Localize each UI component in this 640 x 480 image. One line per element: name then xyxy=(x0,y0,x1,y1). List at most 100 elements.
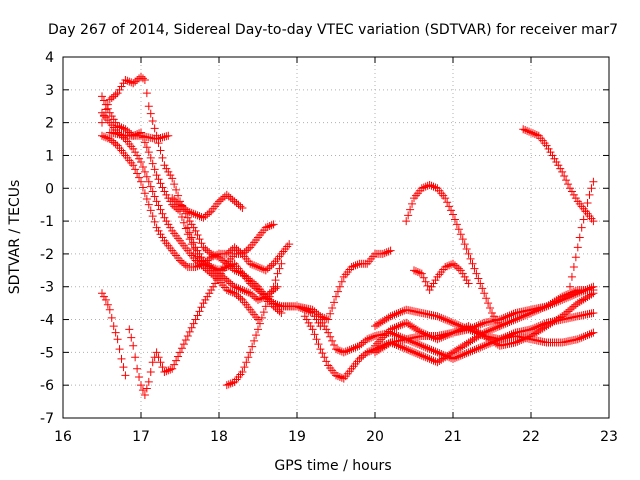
data-point-marker xyxy=(392,340,401,349)
data-point-marker xyxy=(193,211,202,220)
data-point-marker xyxy=(310,330,319,339)
data-point-marker xyxy=(189,319,198,328)
data-point-marker xyxy=(215,197,223,206)
data-point-marker xyxy=(267,221,276,230)
data-point-marker xyxy=(488,308,496,317)
data-point-marker xyxy=(341,347,350,356)
data-point-marker xyxy=(215,272,223,281)
data-point-marker xyxy=(152,223,161,232)
data-point-marker xyxy=(156,230,165,239)
data-point-marker xyxy=(466,326,475,335)
data-point-marker xyxy=(271,284,280,293)
data-point-marker xyxy=(177,258,186,267)
data-point-marker xyxy=(378,333,387,342)
data-point-marker xyxy=(160,368,169,377)
data-point-marker xyxy=(146,153,155,162)
data-point-marker xyxy=(232,199,241,208)
data-point-marker xyxy=(263,297,272,306)
data-point-marker xyxy=(450,319,459,328)
data-point-marker xyxy=(170,180,179,189)
x-tick-label: 16 xyxy=(54,429,72,445)
data-point-marker xyxy=(203,292,212,301)
data-point-marker xyxy=(191,243,200,252)
data-point-marker xyxy=(441,315,450,324)
data-point-marker xyxy=(435,313,444,322)
data-point-marker xyxy=(449,210,457,219)
data-point-marker xyxy=(183,207,192,216)
data-point-marker xyxy=(408,347,417,356)
data-point-marker xyxy=(111,90,120,99)
data-point-marker xyxy=(489,312,498,321)
data-point-marker xyxy=(252,281,261,290)
data-point-marker xyxy=(454,225,463,234)
data-point-marker xyxy=(195,307,204,316)
data-point-marker xyxy=(318,349,327,358)
data-point-marker xyxy=(394,308,403,317)
data-point-marker xyxy=(158,233,167,242)
data-point-marker xyxy=(372,339,381,348)
data-point-marker xyxy=(140,189,149,198)
data-point-marker xyxy=(423,331,432,340)
data-point-marker xyxy=(177,212,186,221)
data-point-marker xyxy=(464,325,473,334)
data-point-marker xyxy=(355,341,364,350)
series-track-15 xyxy=(371,305,598,347)
data-point-marker xyxy=(154,175,163,184)
data-point-marker xyxy=(454,352,463,361)
data-point-marker xyxy=(567,272,576,281)
data-point-marker xyxy=(562,290,571,299)
data-point-marker xyxy=(349,344,358,353)
data-point-marker xyxy=(271,304,280,313)
data-point-marker xyxy=(530,130,539,139)
data-point-marker xyxy=(363,335,372,344)
data-point-marker xyxy=(519,312,528,321)
series-track-18 xyxy=(410,259,473,295)
data-point-marker xyxy=(236,294,245,303)
data-point-marker xyxy=(109,92,118,101)
data-point-marker xyxy=(226,287,235,296)
y-tick-label: -3 xyxy=(40,280,54,296)
data-point-marker xyxy=(359,351,368,360)
data-point-marker xyxy=(160,213,169,222)
data-point-marker xyxy=(480,341,489,350)
data-point-marker xyxy=(589,177,598,186)
data-point-marker xyxy=(129,144,138,153)
data-point-marker xyxy=(450,327,459,336)
data-point-marker xyxy=(150,217,159,226)
data-point-marker xyxy=(521,126,530,135)
data-point-marker xyxy=(263,264,272,273)
series-track-6 xyxy=(168,190,247,222)
data-point-marker xyxy=(146,368,155,377)
data-point-marker xyxy=(388,339,397,348)
data-point-marker xyxy=(396,332,405,341)
data-point-marker xyxy=(166,171,175,180)
data-point-marker xyxy=(152,348,161,357)
data-point-marker xyxy=(154,353,163,362)
data-point-marker xyxy=(423,354,432,363)
data-point-marker xyxy=(394,341,403,350)
data-point-marker xyxy=(462,244,471,253)
data-point-marker xyxy=(107,112,116,121)
data-point-marker xyxy=(273,269,282,278)
data-point-marker xyxy=(316,345,325,354)
data-point-marker xyxy=(493,318,502,327)
series-track-20 xyxy=(566,177,598,291)
y-tick-label: 1 xyxy=(45,148,54,164)
data-point-marker xyxy=(275,307,284,316)
y-tick-label: -7 xyxy=(40,411,54,427)
data-point-marker xyxy=(337,277,346,286)
data-point-marker xyxy=(302,315,311,324)
data-point-marker xyxy=(532,130,541,139)
data-point-marker xyxy=(191,226,200,235)
data-point-marker xyxy=(123,76,132,85)
data-point-marker xyxy=(177,202,186,211)
data-point-marker xyxy=(144,177,153,186)
data-point-marker xyxy=(121,75,130,84)
data-point-marker xyxy=(566,282,574,291)
data-point-marker xyxy=(421,343,430,352)
data-point-marker xyxy=(216,269,225,278)
data-point-marker xyxy=(209,252,218,261)
data-point-marker xyxy=(131,165,140,174)
data-point-marker xyxy=(328,336,337,345)
data-point-marker xyxy=(238,286,247,295)
